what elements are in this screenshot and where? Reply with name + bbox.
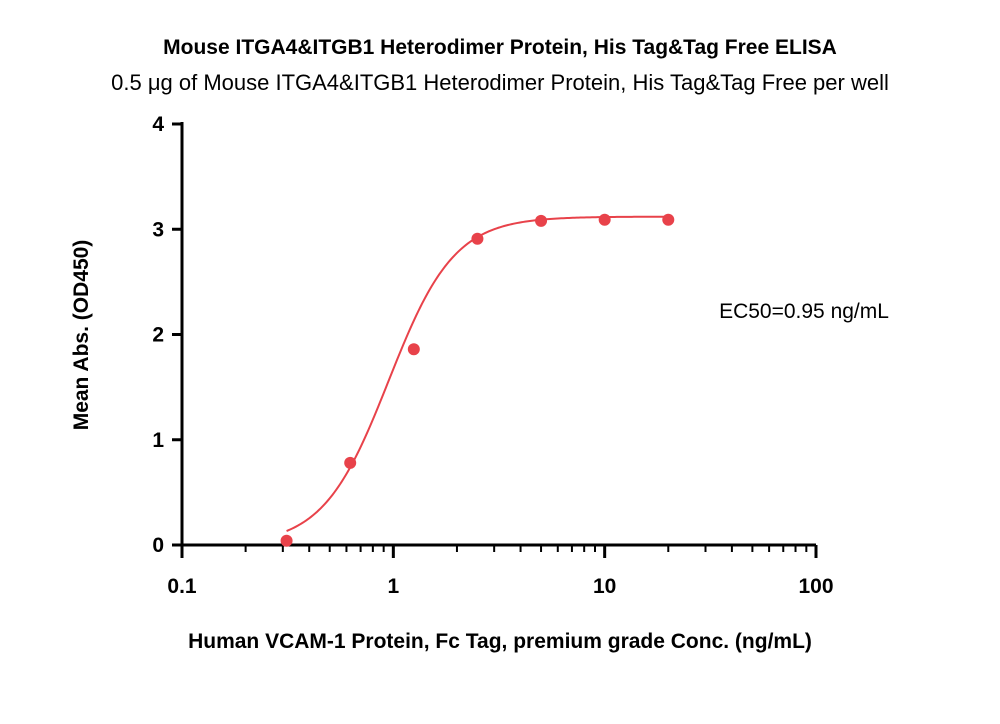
data-point bbox=[471, 232, 484, 245]
y-tick-label: 3 bbox=[152, 218, 164, 241]
x-tick-label: 10 bbox=[593, 575, 616, 598]
fit-curve-layer bbox=[286, 215, 669, 532]
y-tick-label: 1 bbox=[152, 429, 164, 452]
axis-labels: Mean Abs. (OD450) Human VCAM-1 Protein, … bbox=[70, 240, 889, 653]
x-tick-label: 1 bbox=[387, 575, 399, 598]
axes: 0 1 2 3 4 0.1 1 10 100 bbox=[152, 113, 833, 598]
x-tick-label: 0.1 bbox=[167, 575, 197, 598]
data-point bbox=[535, 214, 548, 227]
data-point bbox=[662, 213, 675, 226]
ec50-annotation: EC50=0.95 ng/mL bbox=[719, 300, 889, 323]
data-point bbox=[280, 534, 293, 547]
y-tick-label: 0 bbox=[152, 534, 164, 557]
y-axis-label: Mean Abs. (OD450) bbox=[70, 240, 93, 431]
data-point bbox=[598, 213, 611, 226]
data-point bbox=[344, 456, 357, 469]
data-point bbox=[407, 343, 420, 356]
fit-curve bbox=[286, 215, 669, 532]
data-points-layer bbox=[280, 213, 675, 547]
x-tick-label: 100 bbox=[798, 575, 833, 598]
x-axis-label: Human VCAM-1 Protein, Fc Tag, premium gr… bbox=[188, 630, 812, 653]
chart-title: Mouse ITGA4&ITGB1 Heterodimer Protein, H… bbox=[163, 36, 837, 59]
chart-subtitle: 0.5 μg of Mouse ITGA4&ITGB1 Heterodimer … bbox=[111, 70, 889, 95]
y-tick-label: 4 bbox=[152, 113, 164, 136]
y-tick-label: 2 bbox=[152, 324, 164, 347]
